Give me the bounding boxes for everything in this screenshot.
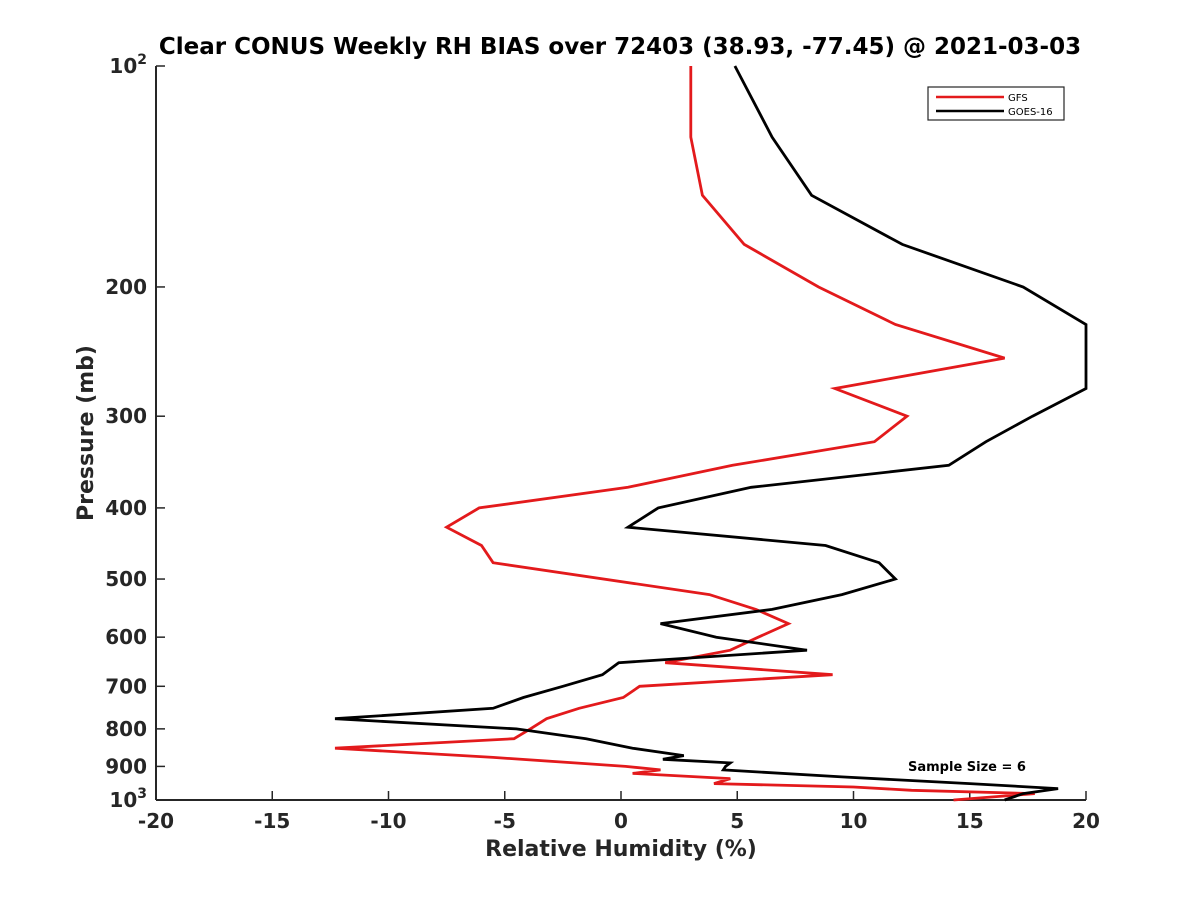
x-axis-title: Relative Humidity (%) — [485, 837, 757, 862]
x-tick-label: 15 — [956, 809, 984, 833]
plot-area — [155, 66, 1086, 801]
x-tick-label: -10 — [370, 809, 406, 833]
y-tick-label: 200 — [105, 275, 147, 299]
x-tick-label: -5 — [494, 809, 516, 833]
series-layer — [334, 65, 1088, 802]
x-tick-label: -20 — [138, 809, 174, 833]
y-axis-title: Pressure (mb) — [74, 345, 99, 521]
y-tick-label: 500 — [105, 567, 147, 591]
series-line-gfs — [334, 66, 1035, 802]
x-tick-label: 20 — [1072, 809, 1100, 833]
series-line-goes-16 — [334, 65, 1088, 802]
x-tick-label: 5 — [730, 809, 744, 833]
y-tick-label: 800 — [105, 717, 147, 741]
y-tick-label: 600 — [105, 625, 147, 649]
legend-label: GFS — [1008, 93, 1028, 104]
y-tick-label: 103 — [109, 786, 147, 812]
x-tick-label: 10 — [840, 809, 868, 833]
sample-size-annotation: Sample Size = 6 — [908, 760, 1026, 775]
legend: GFS GOES-16 — [927, 86, 1065, 121]
y-tick-label: 400 — [105, 496, 147, 520]
legend-box — [927, 86, 1065, 121]
x-axis: -20 -15 -10 -5 0 5 10 15 20 — [138, 791, 1100, 833]
legend-label: GOES-16 — [1008, 107, 1053, 118]
y-tick-label: 700 — [105, 674, 147, 698]
chart-title: Clear CONUS Weekly RH BIAS over 72403 (3… — [159, 34, 1081, 60]
y-tick-label: 102 — [109, 52, 147, 78]
y-axis: 102 200 300 400 500 600 700 800 900 103 — [105, 52, 165, 812]
x-tick-label: 0 — [614, 809, 628, 833]
y-tick-label: 900 — [105, 754, 147, 778]
x-tick-label: -15 — [254, 809, 290, 833]
y-tick-label: 300 — [105, 404, 147, 428]
